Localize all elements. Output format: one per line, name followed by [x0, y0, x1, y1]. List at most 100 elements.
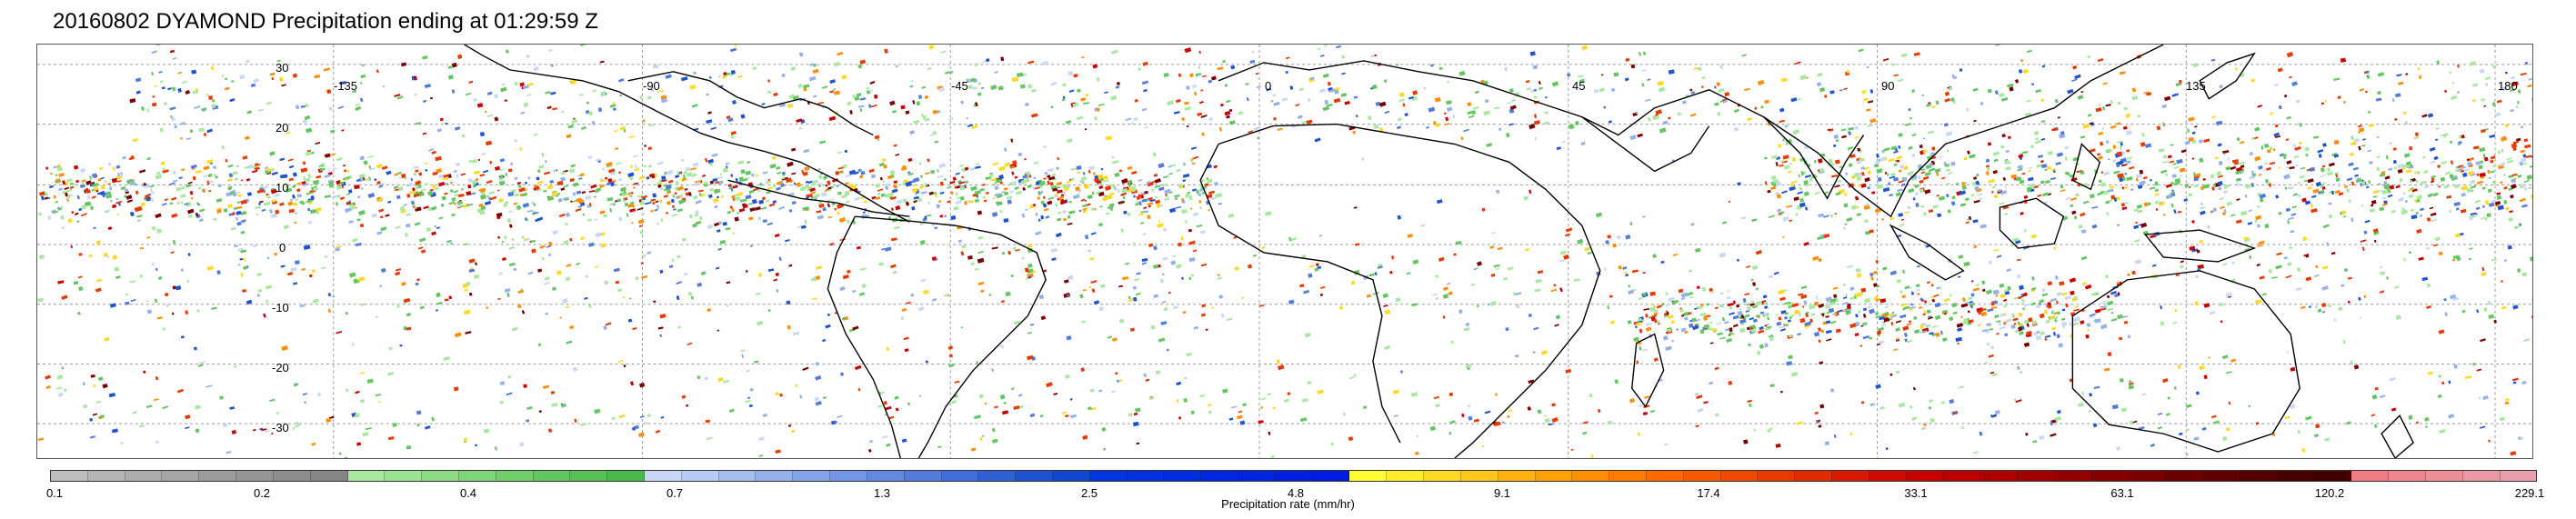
precip-cell	[1497, 246, 1503, 251]
precip-cell	[1724, 320, 1729, 324]
precip-cell	[2344, 185, 2349, 189]
precip-cell	[2317, 308, 2322, 313]
precip-cell	[792, 331, 800, 336]
precip-cell	[302, 183, 306, 186]
precip-cell	[1879, 405, 1885, 410]
precip-cell	[62, 180, 66, 185]
precip-cell	[839, 286, 846, 292]
precip-cell	[656, 222, 659, 226]
precip-cell	[1805, 184, 1809, 187]
precip-cell	[56, 374, 64, 381]
precip-cell	[202, 109, 206, 113]
precip-cell	[730, 188, 734, 192]
precip-cell	[1628, 289, 1635, 295]
precip-cell	[381, 165, 388, 170]
precip-cell	[2365, 70, 2370, 75]
precip-cell	[1990, 345, 1994, 350]
precip-cell	[2199, 139, 2203, 144]
precip-cell	[827, 180, 831, 185]
precip-cell	[2476, 309, 2480, 314]
precip-cell	[108, 162, 112, 166]
precip-cell	[2461, 135, 2465, 139]
precip-cell	[2421, 114, 2428, 118]
precip-cell	[1872, 283, 1878, 287]
precip-cell	[1834, 159, 1840, 165]
precip-cell	[414, 75, 417, 81]
precip-cell	[1639, 328, 1643, 334]
precip-cell	[1127, 212, 1131, 216]
precip-cell	[552, 230, 559, 235]
precip-cell	[600, 90, 606, 96]
precip-cell	[1936, 171, 1940, 176]
precip-cell	[2024, 319, 2030, 324]
precip-cell	[837, 166, 844, 170]
precip-cell	[213, 174, 217, 177]
precip-cell	[619, 125, 626, 131]
precip-cell	[937, 200, 942, 204]
precip-cell	[1793, 309, 1800, 315]
precip-cell	[2394, 117, 2398, 121]
precip-cell	[96, 278, 103, 283]
precip-cell	[1744, 293, 1750, 296]
precip-cell	[1766, 325, 1772, 329]
precip-cell	[415, 122, 421, 125]
precip-cell	[1816, 420, 1820, 424]
precip-cell	[498, 272, 504, 275]
precip-cell	[262, 185, 268, 189]
precip-cell	[1158, 186, 1165, 192]
precip-cell	[1641, 83, 1645, 87]
precip-cell	[605, 176, 608, 180]
precip-cell	[1156, 203, 1161, 208]
precip-cell	[1201, 304, 1207, 308]
precip-cell	[812, 297, 817, 301]
precip-cell	[738, 176, 745, 182]
precip-cell	[811, 179, 819, 184]
precip-cell	[2098, 104, 2101, 107]
precip-cell	[729, 47, 737, 53]
precip-cell	[981, 434, 985, 437]
precip-cell	[523, 384, 527, 388]
precip-cell	[1208, 209, 1210, 212]
precip-cell	[1509, 108, 1515, 114]
precip-cell	[1779, 164, 1784, 167]
precip-cell	[2030, 183, 2035, 189]
precip-cell	[1032, 270, 1037, 274]
precip-cell	[663, 184, 668, 187]
precip-cell	[1559, 250, 1567, 255]
precip-cell	[1789, 219, 1793, 223]
precip-cell	[2166, 194, 2173, 199]
precip-cell	[430, 205, 437, 211]
precip-cell	[618, 216, 623, 222]
precip-cell	[1856, 273, 1862, 278]
precip-cell	[621, 192, 628, 197]
precip-cell	[2491, 199, 2498, 203]
precip-cell	[854, 196, 860, 202]
precip-cell	[230, 80, 235, 83]
precip-cell	[902, 182, 907, 186]
precip-cell	[1653, 309, 1659, 313]
precip-cell	[840, 171, 844, 175]
precip-cell	[536, 188, 542, 192]
precip-cell	[1158, 220, 1161, 223]
precip-cell	[1670, 320, 1675, 324]
precip-cell	[2288, 245, 2293, 250]
precip-cell	[104, 194, 109, 197]
precip-cell	[2300, 166, 2306, 170]
precip-cell	[1066, 335, 1072, 341]
precip-cell	[863, 200, 867, 204]
precip-cell	[1579, 78, 1585, 84]
precip-cell	[174, 125, 177, 129]
precip-cell	[2510, 195, 2514, 199]
precip-cell	[275, 209, 280, 215]
precip-cell	[2377, 90, 2381, 95]
precip-cell	[1827, 128, 1830, 131]
precip-cell	[823, 175, 828, 179]
precip-cell	[944, 215, 947, 217]
precip-cell	[1047, 175, 1051, 178]
precip-cell	[1719, 100, 1724, 103]
precip-cell	[816, 210, 822, 214]
precip-cell	[2228, 401, 2231, 405]
precip-cell	[2472, 362, 2476, 366]
precip-cell	[2030, 145, 2035, 149]
precip-cell	[911, 187, 918, 194]
